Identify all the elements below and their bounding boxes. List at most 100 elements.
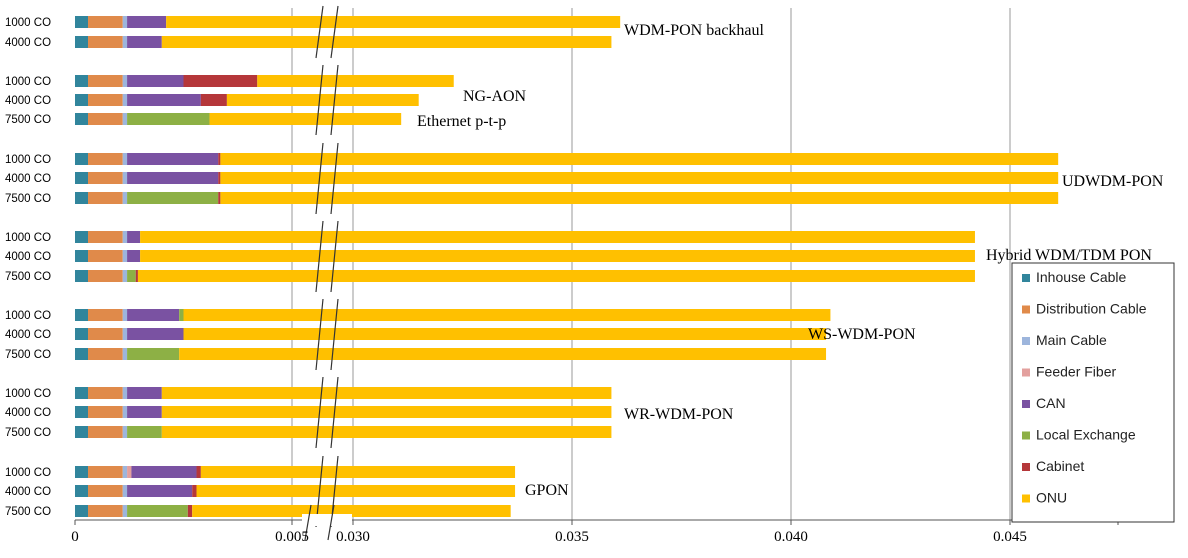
- bar-segment-main-cable: [122, 153, 128, 165]
- bar-segment-distribution-cable: [88, 387, 123, 399]
- bar-segment-main-cable: [122, 426, 128, 438]
- break-slash: [315, 142, 324, 215]
- bar-segment-onu: [302, 466, 352, 478]
- legend-swatch: [1022, 274, 1030, 282]
- legend-label: Main Cable: [1036, 332, 1107, 348]
- bar-segment-cabinet: [218, 192, 221, 204]
- break-slash: [315, 5, 324, 59]
- bar-segment-inhouse-cable: [75, 250, 89, 262]
- category-label: 4000 CO: [5, 486, 51, 498]
- legend-label: ONU: [1036, 490, 1067, 506]
- bar-segment-main-cable: [122, 270, 128, 282]
- bar-segment-inhouse-cable: [75, 406, 89, 418]
- bar-segment-onu: [220, 172, 1059, 184]
- bar-segment-local-exchange: [127, 192, 219, 204]
- bar-segment-can: [127, 231, 141, 243]
- bar-segment-onu: [140, 231, 975, 243]
- legend-swatch: [1022, 494, 1030, 503]
- bar-segment-main-cable: [122, 485, 128, 497]
- legend-swatch: [1022, 368, 1030, 377]
- bar-segment-can: [127, 406, 162, 418]
- category-label: 4000 CO: [5, 37, 51, 49]
- bar-segment-distribution-cable: [88, 192, 123, 204]
- bar-segment-distribution-cable: [88, 36, 123, 48]
- group-label: Hybrid WDM/TDM PON: [986, 247, 1152, 264]
- bar-segment-onu: [302, 250, 352, 262]
- category-label: 1000 CO: [5, 17, 51, 29]
- bar-segment-local-exchange: [179, 309, 184, 321]
- group-label: NG-AON: [463, 88, 527, 105]
- category-label: 1000 CO: [5, 310, 51, 322]
- bar-segment-can: [127, 309, 180, 321]
- category-labels: 1000 CO 4000 CO 1000 CO 4000 CO 7500 CO 1000 …: [5, 17, 51, 518]
- bar-segment-onu: [302, 426, 352, 438]
- bar-segment-can: [131, 466, 197, 478]
- bar-segment-can: [127, 172, 219, 184]
- category-label: 4000 CO: [5, 407, 51, 419]
- bar-segment-can: [127, 94, 201, 106]
- legend-box: [1011, 262, 1175, 523]
- bar-segment-main-cable: [122, 348, 128, 360]
- bar-segment-inhouse-cable: [75, 387, 89, 399]
- bar-segment-onu: [302, 36, 352, 48]
- category-label: 4000 CO: [5, 251, 51, 263]
- bar-segment-cabinet: [192, 485, 197, 497]
- bar-segment-can: [127, 153, 219, 165]
- bar-segment-local-exchange: [127, 348, 180, 360]
- bar-segment-main-cable: [122, 328, 128, 340]
- group-label: WDM-PON backhaul: [624, 22, 765, 39]
- x-tick-label: 0.005: [275, 529, 309, 545]
- bar-segment-distribution-cable: [88, 270, 123, 282]
- bar-segment-onu: [161, 387, 612, 399]
- x-tick-label: 0.035: [555, 529, 589, 545]
- bar-segment-distribution-cable: [88, 172, 123, 184]
- legend-label: Cabinet: [1036, 458, 1084, 474]
- bar-segment-inhouse-cable: [75, 153, 89, 165]
- bar-segment-onu: [183, 309, 831, 321]
- legend-swatch: [1022, 463, 1030, 471]
- legend-swatch: [1022, 305, 1030, 314]
- break-slash: [315, 376, 324, 449]
- legend-label: Feeder Fiber: [1036, 364, 1116, 380]
- bar-segment-distribution-cable: [88, 348, 123, 360]
- bar-segment-inhouse-cable: [75, 505, 89, 517]
- bar-segment-feeder-fiber: [127, 466, 132, 478]
- bar-segment-distribution-cable: [88, 231, 123, 243]
- legend-label: Local Exchange: [1036, 427, 1136, 443]
- bar-segment-main-cable: [122, 172, 128, 184]
- bar-segment-cabinet: [135, 270, 138, 282]
- break-slash: [330, 5, 339, 59]
- bar-segment-onu: [302, 153, 352, 165]
- category-label: 1000 CO: [5, 388, 51, 400]
- bar-segment-onu: [200, 466, 516, 478]
- bar-segment-onu: [302, 485, 352, 497]
- break-slash: [330, 220, 339, 293]
- category-label: 1000 CO: [5, 154, 51, 166]
- bar-segment-local-exchange: [127, 505, 188, 517]
- x-tick-label: 0.040: [774, 529, 808, 545]
- bar-segment-cabinet: [218, 172, 221, 184]
- bar-segment-onu: [302, 16, 352, 28]
- legend-label: CAN: [1036, 395, 1066, 411]
- bar-segment-onu: [137, 270, 975, 282]
- bar-segment-onu: [302, 75, 352, 87]
- bar-segment-cabinet: [196, 466, 201, 478]
- bar-segment-distribution-cable: [88, 328, 123, 340]
- category-label: 7500 CO: [5, 349, 51, 361]
- bars: [75, 16, 1059, 517]
- bar-segment-onu: [183, 328, 827, 340]
- bar-segment-distribution-cable: [88, 426, 123, 438]
- break-slash: [330, 376, 339, 449]
- bar-segment-onu: [302, 348, 352, 360]
- break-slash: [304, 504, 312, 541]
- group-label: WR-WDM-PON: [624, 406, 734, 423]
- bar-segment-main-cable: [122, 75, 128, 87]
- bar-segment-distribution-cable: [88, 94, 123, 106]
- bar-segment-can: [127, 36, 162, 48]
- bar-segment-onu: [161, 406, 612, 418]
- bar-segment-inhouse-cable: [75, 466, 89, 478]
- bar-segment-inhouse-cable: [75, 172, 89, 184]
- bar-segment-onu: [166, 16, 621, 28]
- bar-segment-onu: [161, 426, 612, 438]
- bar-segment-distribution-cable: [88, 16, 123, 28]
